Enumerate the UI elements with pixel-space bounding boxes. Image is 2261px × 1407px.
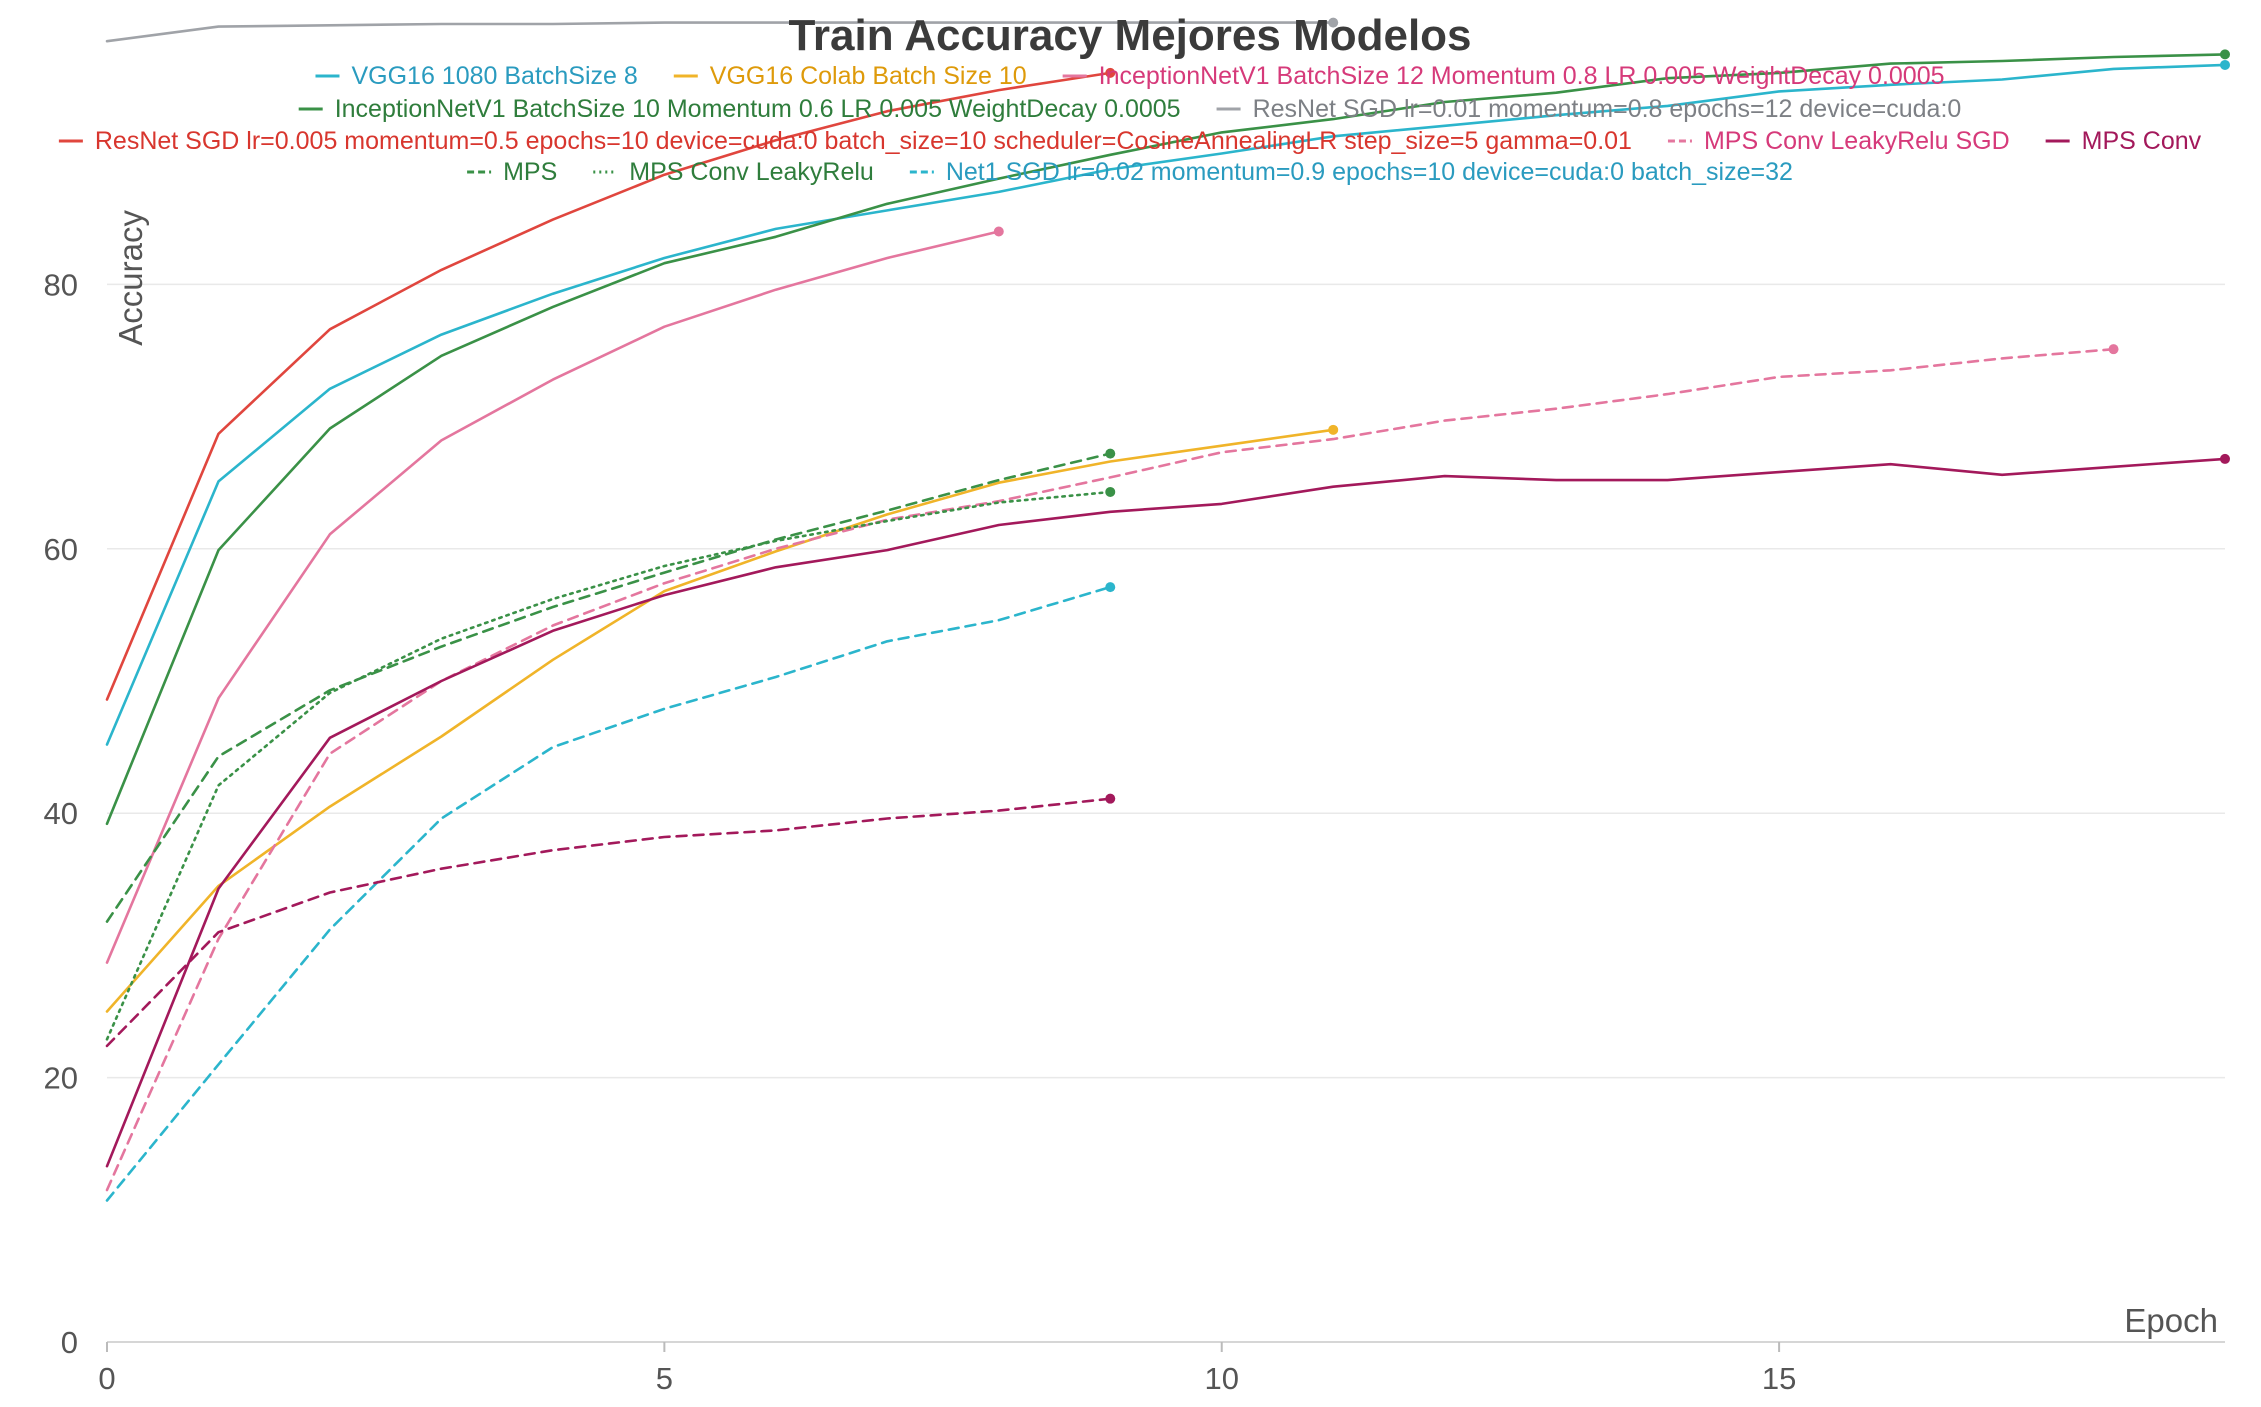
axes: 0 20 40 60 80 0 5 10 15 <box>44 267 2225 1396</box>
x-tick-label: 15 <box>1762 1361 1796 1396</box>
series-line-10 <box>105 490 1112 1041</box>
series-end-marker <box>1328 17 1339 28</box>
series-line-4 <box>105 53 2227 826</box>
y-tick-label: 20 <box>44 1061 78 1096</box>
series-line-6 <box>105 71 1112 701</box>
series-line-2 <box>105 428 1335 1013</box>
legend-label: InceptionNetV1 BatchSize 12 Momentum 0.8… <box>1099 62 1945 90</box>
legend-label: InceptionNetV1 BatchSize 10 Momentum 0.6… <box>335 95 1181 123</box>
x-tick-label: 5 <box>656 1361 673 1396</box>
legend-label: MPS <box>503 158 557 186</box>
x-tick-label: 10 <box>1204 1361 1238 1396</box>
y-tick-label: 60 <box>44 532 78 567</box>
series-end-marker <box>1105 582 1116 593</box>
series-line-12 <box>105 797 1112 1048</box>
x-tick-label: 0 <box>98 1361 115 1396</box>
series-end-marker <box>1105 67 1116 78</box>
series-end-marker <box>993 226 1004 237</box>
series-line-3 <box>105 230 1001 964</box>
legend-label: MPS Conv LeakyRelu SGD <box>1704 127 2010 155</box>
series-line-5 <box>105 21 1335 43</box>
series-end-marker <box>1105 486 1116 497</box>
series-lines <box>105 17 2230 1202</box>
legend-label: MPS Conv <box>2082 127 2202 155</box>
chart-title: Train Accuracy Mejores Modelos <box>788 11 1471 60</box>
series-line-8 <box>105 457 2227 1168</box>
legend-label: MPS Conv LeakyRelu <box>629 158 874 186</box>
legend-label: ResNet SGD lr=0.005 momentum=0.5 epochs=… <box>95 127 1632 155</box>
legend-label: Net1 SGD lr=0.02 momentum=0.9 epochs=10 … <box>946 158 1793 186</box>
grid <box>107 283 2225 1079</box>
series-line-11 <box>105 585 1112 1202</box>
series-end-marker <box>2220 59 2230 70</box>
series-end-marker <box>1328 424 1339 435</box>
series-line-9 <box>105 452 1112 923</box>
y-axis-label: Accuracy <box>112 210 149 346</box>
series-end-marker <box>2220 453 2230 464</box>
series-end-marker <box>2108 344 2119 355</box>
series-end-marker <box>1105 793 1116 804</box>
x-axis-label: Epoch <box>2124 1302 2218 1339</box>
series-line-1 <box>105 63 2227 746</box>
legend-label: VGG16 Colab Batch Size 10 <box>710 62 1027 90</box>
series-end-marker <box>1105 448 1116 459</box>
legend-label: VGG16 1080 BatchSize 8 <box>351 62 637 90</box>
series-end-marker <box>2220 49 2230 60</box>
legend-label: ResNet SGD lr=0.01 momentum=0.8 epochs=1… <box>1253 95 1962 123</box>
y-tick-label: 0 <box>61 1325 78 1360</box>
legend: VGG16 1080 BatchSize 8 VGG16 Colab Batch … <box>58 62 2202 186</box>
y-tick-label: 80 <box>44 267 78 302</box>
series-line-7 <box>105 347 2115 1192</box>
y-tick-label: 40 <box>44 796 78 831</box>
